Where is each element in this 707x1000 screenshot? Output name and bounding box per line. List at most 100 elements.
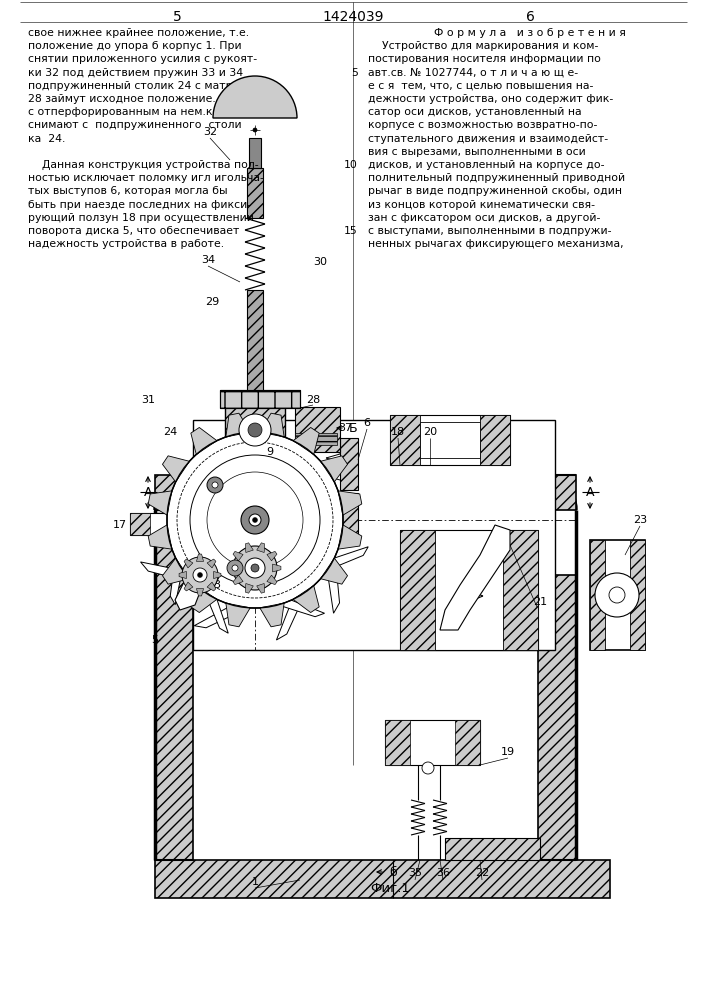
Text: ка  24.: ка 24.: [28, 134, 65, 144]
Circle shape: [595, 573, 639, 617]
Text: Данная конструкция устройства пол-: Данная конструкция устройства пол-: [28, 160, 259, 170]
Circle shape: [193, 568, 207, 582]
Circle shape: [227, 560, 243, 576]
Text: снимают с  подпружиненного  столи: снимают с подпружиненного столи: [28, 120, 242, 130]
Polygon shape: [226, 603, 250, 627]
Polygon shape: [207, 582, 216, 591]
Text: 5: 5: [351, 68, 358, 78]
Bar: [590, 540, 645, 650]
Bar: [215, 453, 237, 475]
Polygon shape: [338, 525, 362, 549]
Text: 25: 25: [193, 440, 207, 450]
Polygon shape: [327, 557, 339, 613]
Text: надежность устройства в работе.: надежность устройства в работе.: [28, 239, 224, 249]
Text: б: б: [389, 865, 397, 879]
Text: ненных рычагах фиксирующего механизма,: ненных рычагах фиксирующего механизма,: [368, 239, 624, 249]
Bar: [340, 493, 358, 545]
Polygon shape: [194, 605, 247, 628]
Text: полнительный подпружиненный приводной: полнительный подпружиненный приводной: [368, 173, 625, 183]
Text: 37: 37: [338, 423, 352, 433]
Polygon shape: [293, 586, 319, 613]
Polygon shape: [245, 583, 253, 593]
Bar: [220, 390, 300, 408]
Polygon shape: [179, 571, 187, 579]
Polygon shape: [338, 491, 362, 515]
Bar: [247, 290, 263, 390]
Text: рующий ползун 18 при осуществлении: рующий ползун 18 при осуществлении: [28, 213, 254, 223]
Text: е с я  тем, что, с целью повышения на-: е с я тем, что, с целью повышения на-: [368, 81, 593, 91]
Text: 19: 19: [501, 747, 515, 757]
Circle shape: [249, 514, 261, 526]
Text: рычаг в виде подпружиненной скобы, один: рычаг в виде подпружиненной скобы, один: [368, 186, 622, 196]
Circle shape: [609, 587, 625, 603]
Text: 1424039: 1424039: [322, 10, 384, 24]
Text: Ф о р м у л а   и з о б р е т е н и я: Ф о р м у л а и з о б р е т е н и я: [434, 28, 626, 38]
Text: ностью исключает поломку игл игольча-: ностью исключает поломку игл игольча-: [28, 173, 264, 183]
Bar: [385, 720, 410, 765]
Text: авт.св. № 1027744, о т л и ч а ю щ е-: авт.св. № 1027744, о т л и ч а ю щ е-: [368, 68, 578, 78]
Text: 10: 10: [344, 160, 358, 170]
Polygon shape: [273, 564, 281, 572]
Bar: [480, 415, 510, 465]
Text: положение до упора б корпус 1. При: положение до упора б корпус 1. При: [28, 41, 242, 51]
Circle shape: [422, 762, 434, 774]
Bar: [193, 475, 238, 495]
Polygon shape: [440, 525, 510, 630]
Polygon shape: [191, 427, 217, 454]
Bar: [155, 510, 193, 860]
Text: Б: Б: [349, 422, 357, 434]
Text: тых выступов 6, которая могла бы: тых выступов 6, которая могла бы: [28, 186, 228, 196]
Text: 18: 18: [391, 427, 405, 437]
Circle shape: [182, 557, 218, 593]
Polygon shape: [148, 525, 172, 549]
Polygon shape: [175, 570, 220, 610]
Wedge shape: [213, 76, 297, 118]
Text: дежности устройства, оно содержит фик-: дежности устройства, оно содержит фик-: [368, 94, 613, 104]
Circle shape: [245, 558, 265, 578]
Polygon shape: [260, 603, 284, 627]
Text: 28 займут исходное положение. Изделие: 28 займут исходное положение. Изделие: [28, 94, 269, 104]
Polygon shape: [197, 554, 204, 561]
Polygon shape: [214, 571, 221, 579]
Bar: [295, 433, 337, 445]
Text: корпусе с возможностью возвратно-по-: корпусе с возможностью возвратно-по-: [368, 120, 597, 130]
Text: 24: 24: [163, 427, 177, 437]
Text: подпружиненный столик 24 с матрицей: подпружиненный столик 24 с матрицей: [28, 81, 261, 91]
Text: с отперфорированным на нем.кодом: с отперфорированным на нем.кодом: [28, 107, 242, 117]
Text: 20: 20: [423, 427, 437, 437]
Text: Фиг.1: Фиг.1: [370, 882, 410, 894]
Polygon shape: [260, 413, 284, 437]
Text: снятии приложенного усилия с рукоят-: снятии приложенного усилия с рукоят-: [28, 54, 257, 64]
Text: 9: 9: [267, 447, 274, 457]
Circle shape: [167, 432, 343, 608]
Polygon shape: [170, 558, 182, 605]
Polygon shape: [207, 559, 216, 568]
Text: 23: 23: [633, 515, 647, 525]
Bar: [385, 720, 480, 765]
Bar: [350, 475, 576, 510]
Text: постирования носителя информации по: постирования носителя информации по: [368, 54, 601, 64]
Text: 6: 6: [363, 418, 370, 428]
Bar: [225, 405, 285, 455]
Text: 1: 1: [252, 877, 259, 887]
Polygon shape: [233, 575, 243, 585]
Circle shape: [197, 572, 202, 578]
Text: 4: 4: [231, 563, 238, 573]
Text: 35: 35: [408, 868, 422, 878]
Polygon shape: [276, 592, 306, 640]
Circle shape: [190, 455, 320, 585]
Polygon shape: [205, 593, 228, 633]
Text: 29: 29: [205, 297, 219, 307]
Text: 28: 28: [306, 395, 320, 405]
Text: вия с вырезами, выполненными в оси: вия с вырезами, выполненными в оси: [368, 147, 586, 157]
Polygon shape: [233, 551, 243, 561]
Text: 7: 7: [197, 563, 204, 573]
Bar: [538, 575, 576, 860]
Text: 13: 13: [208, 580, 222, 590]
Bar: [220, 390, 300, 408]
Bar: [273, 453, 295, 475]
Text: 30: 30: [313, 257, 327, 267]
Text: 17: 17: [113, 520, 127, 530]
Bar: [390, 415, 510, 465]
Text: ки 32 под действием пружин 33 и 34: ки 32 под действием пружин 33 и 34: [28, 68, 243, 78]
